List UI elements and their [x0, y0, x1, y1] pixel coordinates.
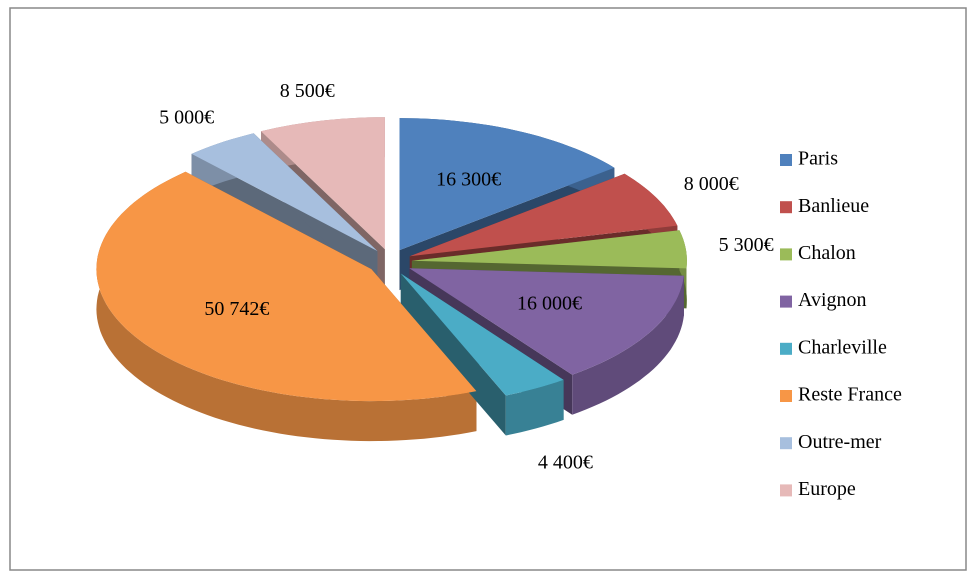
slice	[399, 118, 615, 251]
data-label: 5 300€	[719, 234, 774, 256]
slice-side	[96, 171, 477, 442]
slice-side	[505, 379, 564, 436]
slice	[96, 171, 477, 402]
legend-swatch	[780, 437, 792, 450]
slice	[261, 117, 385, 250]
data-label: 16 000€	[517, 292, 582, 314]
legend-label: Banlieue	[798, 195, 869, 217]
slice	[409, 268, 684, 375]
slice	[409, 173, 678, 257]
slice	[400, 273, 564, 396]
legend-label: Reste France	[798, 384, 902, 406]
legend-label: Outre-mer	[798, 431, 882, 453]
slice-wall	[400, 273, 506, 436]
legend-swatch	[780, 248, 792, 261]
legend-swatch	[780, 201, 792, 214]
legend-label: Chalon	[798, 242, 856, 264]
data-label: 5 000€	[159, 106, 214, 128]
slice	[411, 230, 687, 269]
legend-label: Charleville	[798, 336, 887, 358]
data-label: 4 400€	[538, 451, 593, 473]
legend-label: Avignon	[798, 289, 867, 311]
legend-label: Paris	[798, 148, 838, 170]
data-label: 8 500€	[280, 80, 335, 102]
slice-side	[572, 275, 684, 415]
legend-label: Europe	[798, 478, 856, 500]
legend-swatch	[780, 154, 792, 166]
legend: Paris Banlieue Chalon Avignon Charleville Res…	[780, 148, 902, 500]
slice	[191, 133, 378, 252]
data-label: 50 742€	[204, 298, 269, 320]
data-label: 8 000€	[684, 173, 739, 195]
legend-swatch	[780, 295, 792, 308]
legend-swatch	[780, 342, 792, 355]
data-label: 16 300€	[436, 169, 501, 191]
legend-swatch	[780, 390, 792, 402]
legend-swatch	[780, 484, 792, 497]
